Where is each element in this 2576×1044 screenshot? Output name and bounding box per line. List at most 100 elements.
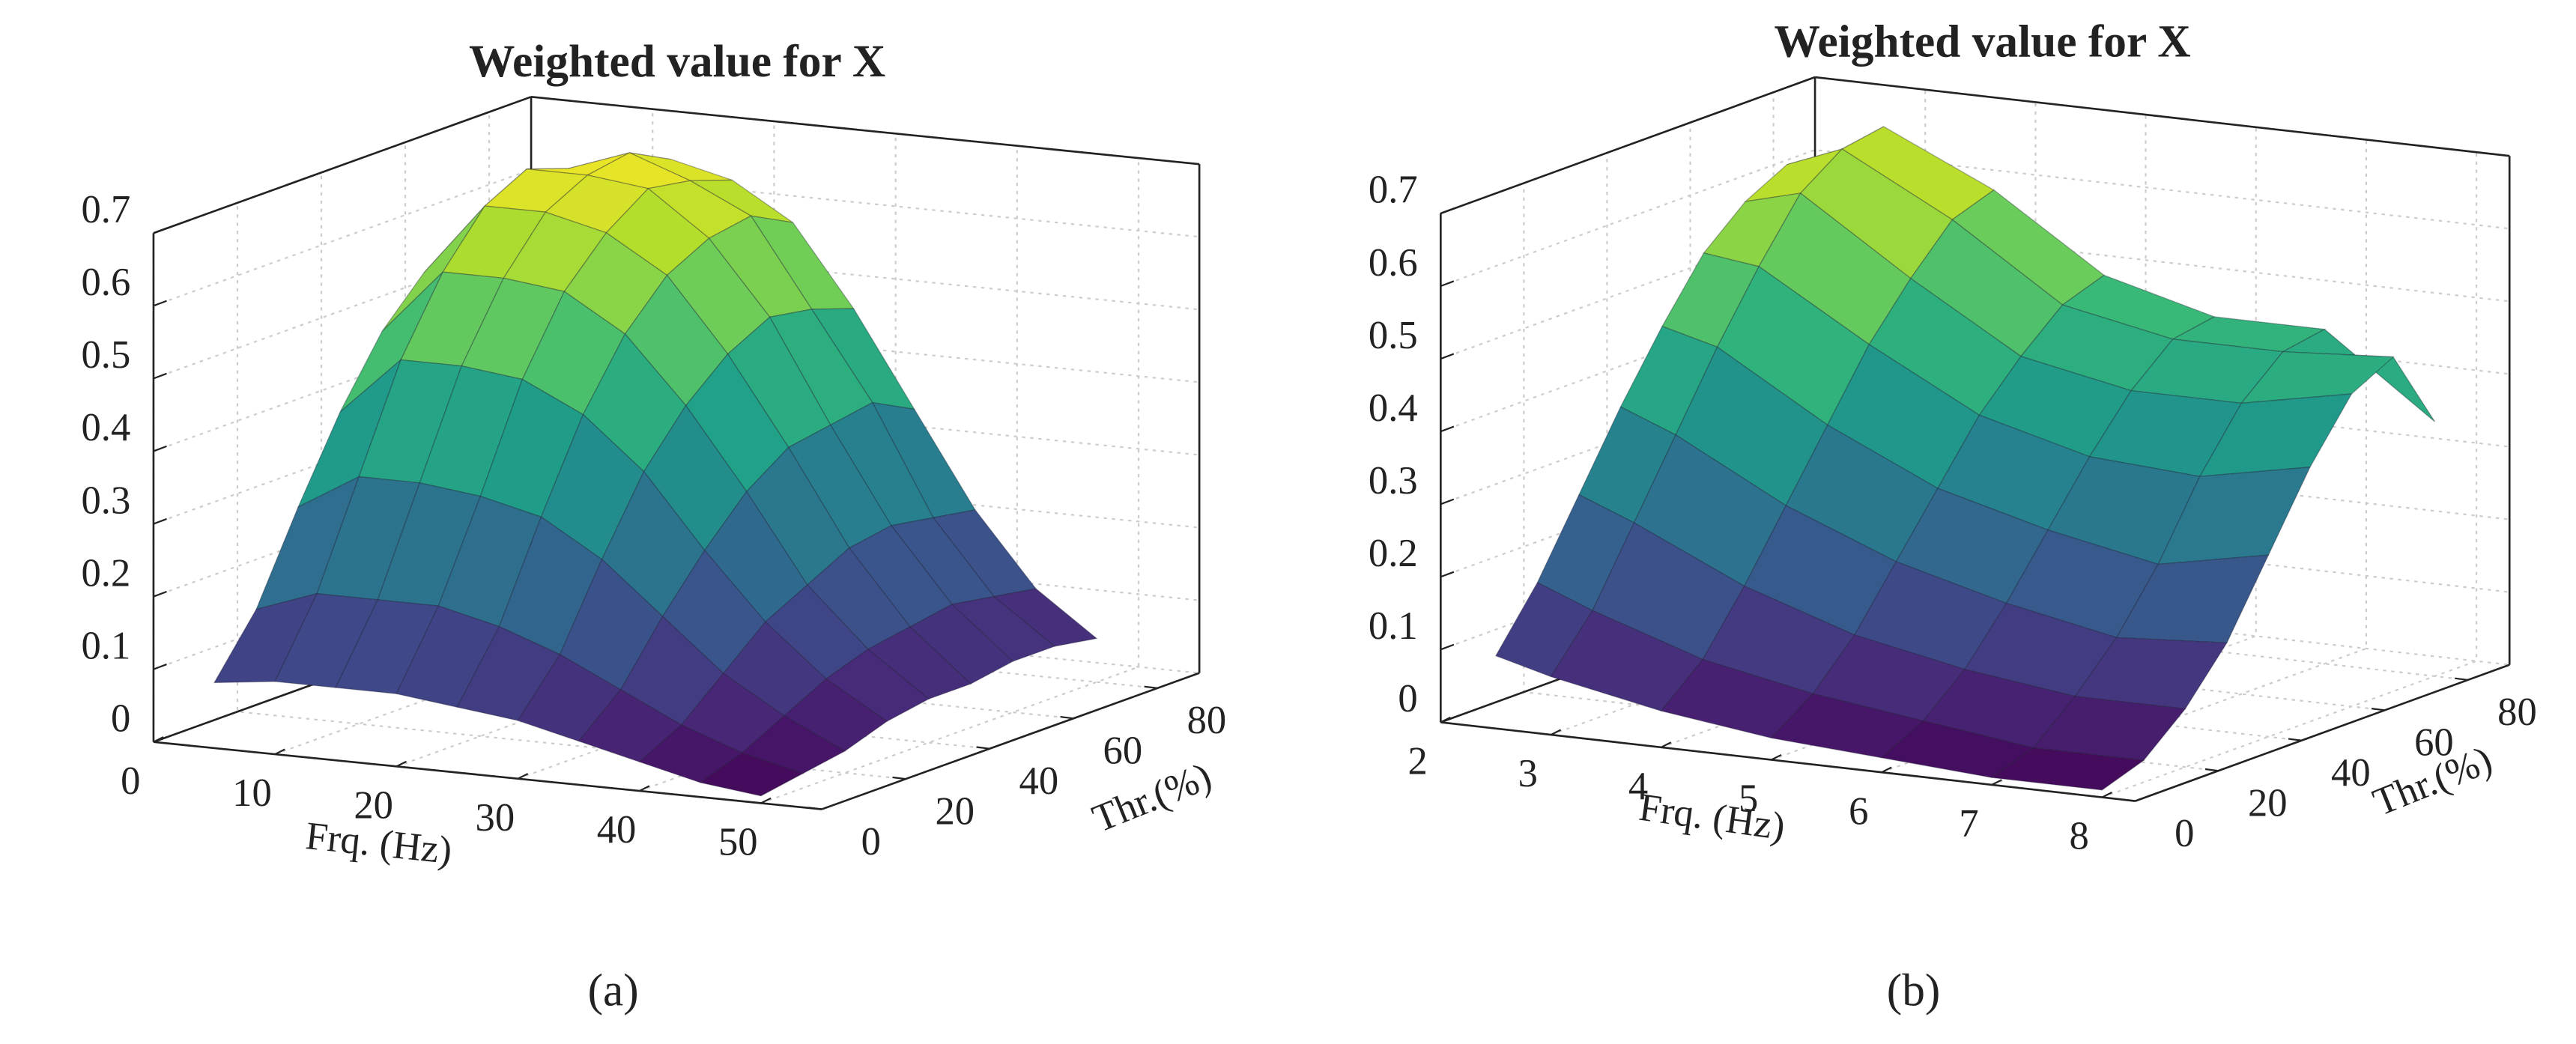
z-tick [1440, 498, 1455, 506]
x-tick-label: 2 [1408, 739, 1428, 783]
y-tick-label: 40 [2331, 751, 2371, 795]
x-grid-line [2101, 152, 2478, 798]
z-tick [1440, 280, 1455, 288]
x-axis-label: Frq. (Hz) [1637, 786, 1788, 849]
surface-chart: 00.10.20.30.40.50.60.72 3 4 5 6 7 8 020406080We… [1369, 16, 2537, 1016]
z-tick [153, 372, 167, 380]
z-tick-label: 0.5 [82, 333, 131, 377]
axis-line [530, 96, 1200, 166]
x-tick [274, 748, 285, 756]
z-tick-label: 0 [1398, 677, 1417, 720]
x-grid-line [760, 158, 1140, 804]
surface-patch [2240, 350, 2395, 404]
title: Weighted value for X [1775, 16, 2191, 67]
y-tick-label: 0 [2175, 812, 2194, 855]
y-tick-label: 40 [1019, 759, 1059, 803]
y-tick [2121, 798, 2136, 802]
x-tick-label: 20 [354, 783, 393, 827]
axis-line [153, 741, 822, 810]
x-tick [153, 736, 164, 743]
x-axis-label: Frq. (Hz) [303, 814, 454, 872]
x-tick-label: 50 [718, 820, 758, 864]
y-tick [976, 746, 990, 750]
z-tick-label: 0.7 [82, 188, 131, 231]
surface-patch [1990, 747, 2145, 791]
surface-patch [783, 678, 888, 752]
z-tick-label: 0.3 [1369, 459, 1418, 503]
x-tick-label: 10 [232, 771, 272, 815]
z-grid-line [153, 459, 1200, 598]
y-tick [808, 807, 822, 810]
z-tick-label: 0.4 [82, 406, 131, 449]
z-tick-label: 0.4 [1369, 386, 1418, 430]
z-grid-line [153, 169, 1200, 307]
z-tick [153, 300, 167, 307]
y-tick-label: 80 [2497, 691, 2537, 734]
z-grid-line [153, 386, 1200, 525]
z-tick-label: 0.5 [1369, 314, 1418, 357]
z-grid-line [153, 241, 1200, 380]
x-tick-label: 7 [1959, 802, 1978, 846]
axis-line [1814, 76, 2510, 157]
surface-patch [867, 626, 972, 700]
x-tick [760, 797, 772, 804]
axis-line [1440, 721, 2136, 802]
title: Weighted value for X [469, 36, 885, 87]
y-tick-label: 0 [861, 820, 881, 864]
z-tick [153, 518, 167, 525]
panel-label: (a) [588, 965, 639, 1016]
surface-patch [909, 604, 1014, 685]
z-tick [153, 445, 167, 452]
y-tick [2455, 677, 2468, 681]
z-tick [1440, 353, 1455, 360]
z-tick [1440, 571, 1455, 578]
x-tick [1661, 741, 1672, 748]
y-tick [2288, 738, 2302, 741]
panel-label: (b) [1887, 965, 1941, 1016]
x-tick [1551, 729, 1562, 736]
z-tick-label: 0.6 [82, 261, 131, 304]
surface-patch [992, 588, 1098, 647]
z-grid-line [1440, 148, 2510, 288]
axis-line [1440, 76, 1816, 215]
surface-patch [951, 595, 1056, 662]
z-tick-label: 0.2 [82, 551, 131, 595]
y-tick-label: 20 [2248, 781, 2288, 825]
z-grid-line [153, 314, 1200, 452]
x-tick-label: 8 [2069, 815, 2088, 858]
surface-patch [2157, 467, 2312, 565]
y-tick-label: 20 [936, 789, 975, 833]
surface-patch [2115, 554, 2270, 644]
z-tick-label: 0.1 [1369, 604, 1418, 648]
x-tick [1771, 753, 1782, 761]
x-tick-label: 0 [121, 759, 140, 803]
y-tick [1144, 685, 1158, 689]
y-tick-label: 60 [2414, 721, 2454, 765]
y-tick-label: 80 [1187, 699, 1227, 742]
surface-chart: 0 0.1 0.2 0.3 0.4 0.5 0.6 0.7 0 10 20 30 40 50 0 20 40 60… [82, 36, 1227, 1016]
y-tick-label: 60 [1103, 729, 1143, 773]
x-tick-label: 5 [1739, 777, 1758, 821]
x-tick [1991, 779, 2002, 786]
axis-line [2135, 664, 2510, 802]
surface-patch [825, 649, 930, 722]
axis-line [153, 96, 532, 234]
y-tick [1060, 716, 1074, 720]
y-tick [2371, 708, 2385, 711]
x-tick-label: 6 [1849, 789, 1868, 833]
z-tick-label: 0.6 [1369, 241, 1418, 285]
z-tick-label: 0 [111, 696, 130, 740]
y-tick [892, 776, 906, 780]
x-tick-label: 4 [1628, 765, 1648, 808]
axis-line [821, 672, 1200, 810]
z-tick [1440, 643, 1455, 651]
z-tick [153, 590, 167, 598]
z-tick-label: 0.7 [1369, 169, 1418, 212]
x-tick-label: 30 [476, 796, 515, 840]
x-tick [518, 773, 529, 780]
y-tick [2204, 768, 2219, 772]
x-tick [639, 785, 650, 792]
z-tick [1440, 425, 1455, 433]
